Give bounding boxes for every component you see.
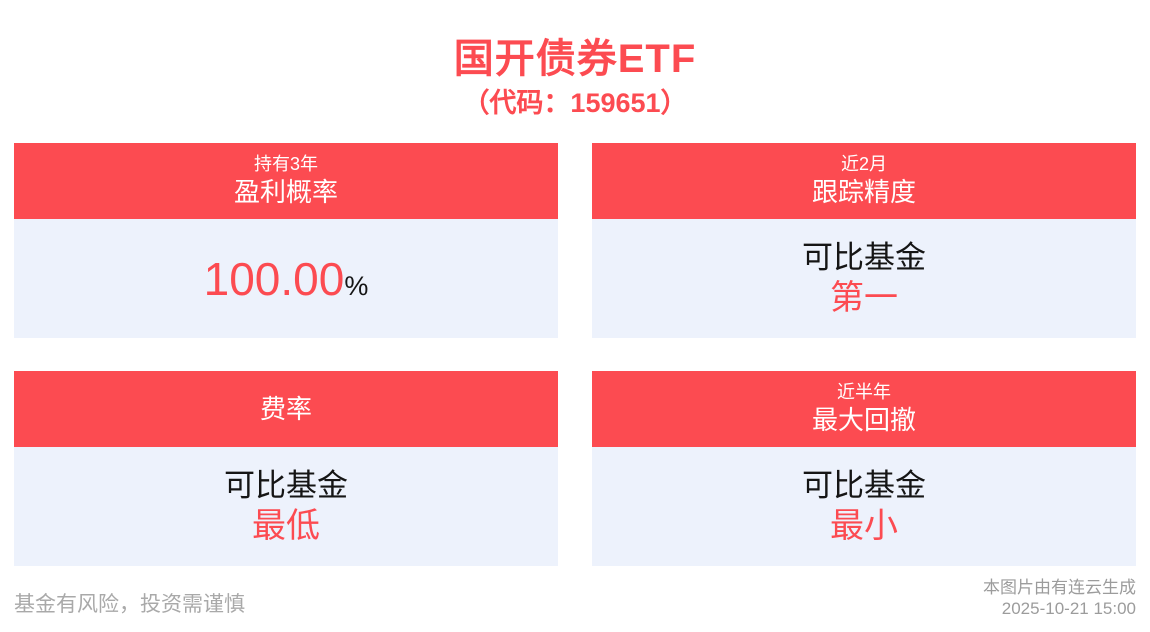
timestamp: 2025-10-21 15:00 — [1001, 599, 1136, 618]
risk-disclaimer: 基金有风险，投资需谨慎 — [14, 593, 245, 616]
card-profit-probability-body: 100.00 % — [14, 219, 558, 338]
card-metric-label: 最大回撤 — [811, 405, 916, 435]
fee-rate-rank: 最低 — [252, 506, 320, 545]
card-profit-probability-header: 持有3年 盈利概率 — [14, 143, 558, 219]
card-period-label: 近2月 — [840, 154, 887, 174]
max-drawdown-rank: 最小 — [830, 506, 898, 545]
value-row: 100.00 % — [204, 252, 369, 306]
card-max-drawdown: 近半年 最大回撤 可比基金 最小 — [592, 371, 1136, 566]
card-metric-label: 盈利概率 — [233, 177, 338, 207]
card-max-drawdown-header: 近半年 最大回撤 — [592, 371, 1136, 447]
card-metric-label: 跟踪精度 — [811, 177, 916, 207]
fund-code: （代码：159651） — [462, 88, 688, 118]
credit-line: 本图片由有连云生成 — [983, 578, 1136, 597]
card-fee-rate-header: 费率 — [14, 371, 558, 447]
card-fee-rate: 费率 可比基金 最低 — [14, 371, 558, 566]
card-tracking-precision-body: 可比基金 第一 — [592, 219, 1136, 338]
tracking-precision-rank: 第一 — [830, 278, 898, 317]
card-fee-rate-body: 可比基金 最低 — [14, 447, 558, 566]
comparable-funds-label: 可比基金 — [802, 467, 926, 503]
comparable-funds-label: 可比基金 — [802, 239, 926, 275]
percent-suffix: % — [344, 270, 369, 301]
generation-credit: 本图片由有连云生成 2025-10-21 15:00 — [983, 577, 1136, 619]
card-period-label: 持有3年 — [253, 154, 318, 174]
card-max-drawdown-body: 可比基金 最小 — [592, 447, 1136, 566]
card-profit-probability: 持有3年 盈利概率 100.00 % — [14, 143, 558, 338]
page-title: 国开债券ETF — [453, 37, 697, 81]
profit-probability-value: 100.00 — [203, 252, 345, 305]
card-tracking-precision-header: 近2月 跟踪精度 — [592, 143, 1136, 219]
card-tracking-precision: 近2月 跟踪精度 可比基金 第一 — [592, 143, 1136, 338]
card-metric-label: 费率 — [259, 393, 312, 424]
card-period-label: 近半年 — [837, 382, 891, 402]
comparable-funds-label: 可比基金 — [224, 467, 348, 503]
